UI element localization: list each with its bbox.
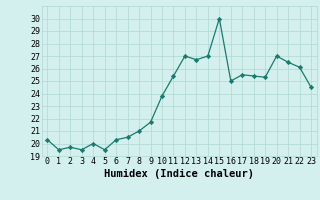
X-axis label: Humidex (Indice chaleur): Humidex (Indice chaleur) — [104, 169, 254, 179]
